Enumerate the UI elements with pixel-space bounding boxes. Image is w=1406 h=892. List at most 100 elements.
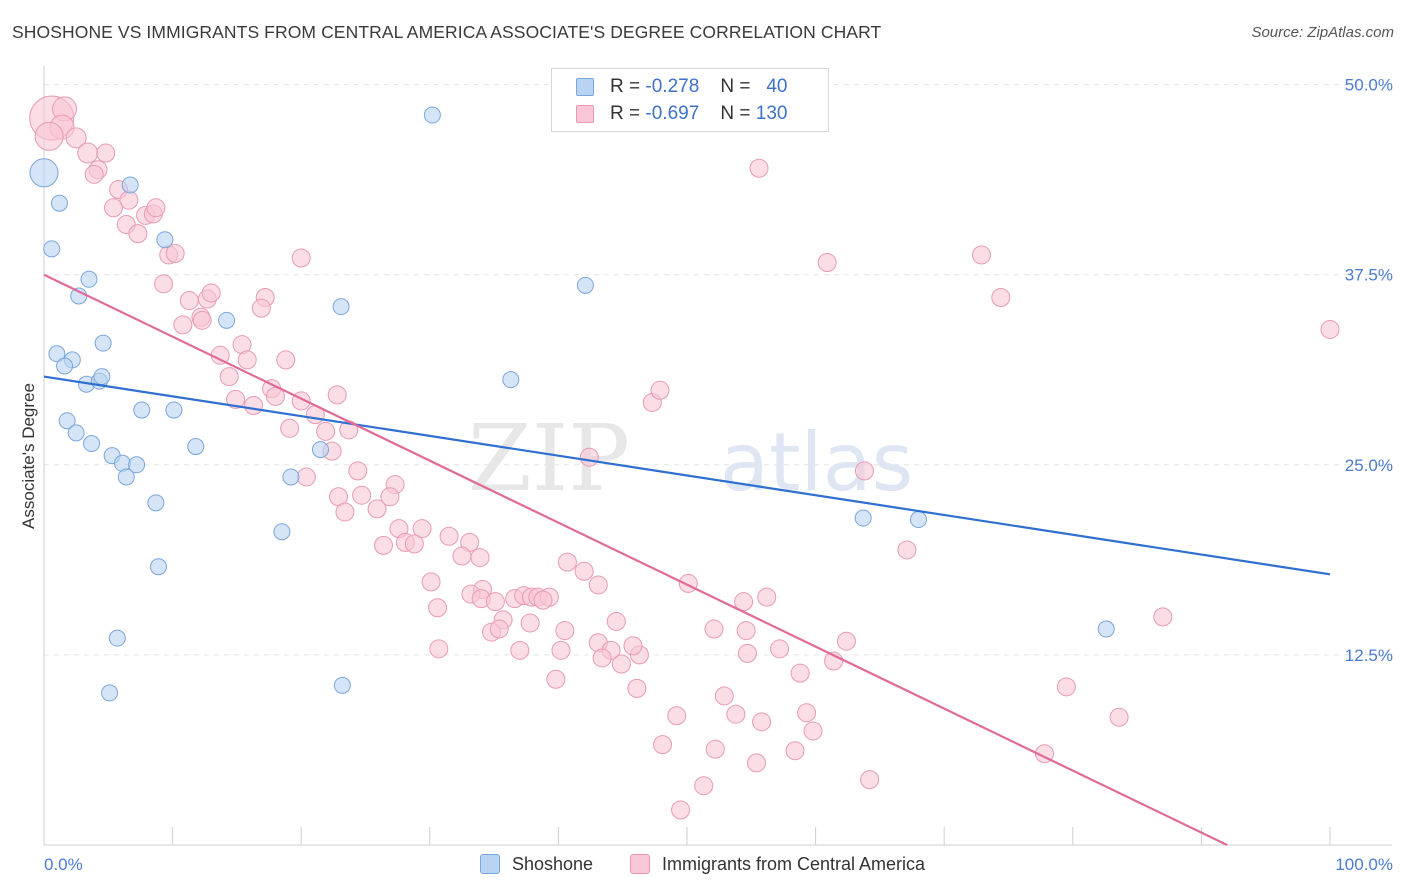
y-axis-title: Associate's Degree — [19, 383, 38, 529]
central-america-point — [244, 395, 264, 415]
central-america-point — [103, 198, 123, 218]
shoshone-point — [101, 684, 119, 702]
central-america-point — [714, 686, 734, 706]
central-america-point — [380, 487, 400, 507]
central-america-point — [592, 648, 612, 668]
shoshone-point — [576, 276, 594, 294]
bottom-legend-swatch-pink — [630, 854, 650, 874]
central-america-point — [367, 499, 387, 519]
central-america-point — [785, 741, 805, 761]
shoshone-point — [165, 401, 183, 419]
legend-r-label: R = — [610, 76, 641, 97]
central-america-point — [520, 613, 540, 633]
central-america-point — [510, 640, 530, 660]
central-america-point — [165, 243, 185, 263]
central-america-point — [1153, 607, 1173, 627]
shoshone-point — [1097, 620, 1115, 638]
bottom-legend-label: Immigrants from Central America — [662, 853, 926, 874]
central-america-point — [421, 572, 441, 592]
shoshone-point — [128, 456, 146, 474]
data-points — [29, 95, 1340, 820]
watermark-atlas: atlas — [720, 416, 913, 509]
legend-n-label: N = — [720, 76, 751, 97]
legend-swatch-pink — [576, 105, 594, 123]
chart-source: Source: ZipAtlas.com — [1251, 24, 1394, 41]
shoshone-point — [332, 298, 350, 316]
y-tick-label: 25.0% — [1345, 456, 1393, 475]
shoshone-point — [156, 231, 174, 249]
bottom-legend-shoshone: Shoshone — [480, 852, 593, 876]
axes — [43, 66, 1392, 846]
central-america-point — [627, 678, 647, 698]
grid-lines — [44, 84, 1392, 656]
shoshone-point — [93, 368, 111, 386]
x-tick-label: 0.0% — [44, 855, 83, 874]
central-america-point — [533, 590, 553, 610]
central-america-point — [734, 592, 754, 612]
legend-r-value: -0.278 — [645, 76, 700, 97]
shoshone-point — [67, 424, 85, 442]
shoshone-point — [909, 511, 927, 529]
central-america-point — [667, 706, 687, 726]
central-america-point — [694, 776, 714, 796]
central-america-point — [671, 800, 691, 820]
tick-labels: 12.5% 25.0% 37.5% 50.0% 0.0% 100.0% — [44, 76, 1393, 874]
shoshone-trend-line — [43, 375, 1331, 576]
central-america-point — [452, 546, 472, 566]
legend-r-label: R = — [610, 103, 641, 124]
central-america-point — [65, 127, 87, 149]
central-america-point — [485, 592, 505, 612]
shoshone-point — [333, 676, 351, 694]
central-america-point — [489, 619, 509, 639]
central-america-point — [757, 587, 777, 607]
central-america-point — [219, 367, 239, 387]
shoshone-point — [58, 412, 76, 430]
central-america-point — [991, 288, 1011, 308]
central-america-point — [971, 245, 991, 265]
shoshone-point — [854, 509, 872, 527]
shoshone-point — [149, 558, 167, 576]
y-tick-label: 12.5% — [1345, 646, 1393, 665]
legend-row-central-america: R = -0.697 N = 130 — [576, 103, 787, 125]
central-america-point — [96, 143, 116, 163]
central-america-point — [1320, 319, 1340, 339]
y-tick-label: 50.0% — [1345, 76, 1393, 95]
shoshone-point — [56, 357, 74, 375]
central-america-point — [557, 552, 577, 572]
central-america-point — [897, 540, 917, 560]
stats-legend: R = -0.278 N = 40 R = -0.697 N = 130 — [551, 68, 829, 132]
shoshone-point — [80, 270, 98, 288]
central-america-point — [276, 350, 296, 370]
central-america-point — [77, 142, 99, 164]
bottom-legend-swatch-blue — [480, 854, 500, 874]
central-america-point — [752, 712, 772, 732]
central-america-point — [770, 639, 790, 659]
central-america-point — [352, 485, 372, 505]
bottom-legend-central-america: Immigrants from Central America — [630, 852, 925, 876]
y-tick-label: 37.5% — [1345, 266, 1393, 285]
central-america-point — [335, 502, 355, 522]
central-america-point — [749, 158, 769, 178]
central-america-point — [555, 621, 575, 641]
central-america-point — [280, 418, 300, 438]
legend-r-value: -0.697 — [645, 103, 700, 124]
central-america-point — [84, 164, 104, 184]
shoshone-point — [29, 158, 59, 188]
bottom-legend-label: Shoshone — [512, 853, 594, 874]
central-america-point — [179, 291, 199, 311]
central-america-point — [803, 721, 823, 741]
central-america-point — [429, 639, 449, 659]
central-america-point — [34, 121, 64, 151]
x-tick-label: 100.0% — [1335, 855, 1393, 874]
central-america-point — [653, 735, 673, 755]
central-america-point — [726, 704, 746, 724]
central-america-trend-line — [43, 273, 1228, 846]
central-america-point — [736, 621, 756, 641]
central-america-point — [374, 535, 394, 555]
central-america-point — [574, 561, 594, 581]
legend-swatch-blue — [576, 78, 594, 96]
central-america-point — [551, 640, 571, 660]
central-america-point — [854, 461, 874, 481]
central-america-point — [412, 519, 432, 539]
